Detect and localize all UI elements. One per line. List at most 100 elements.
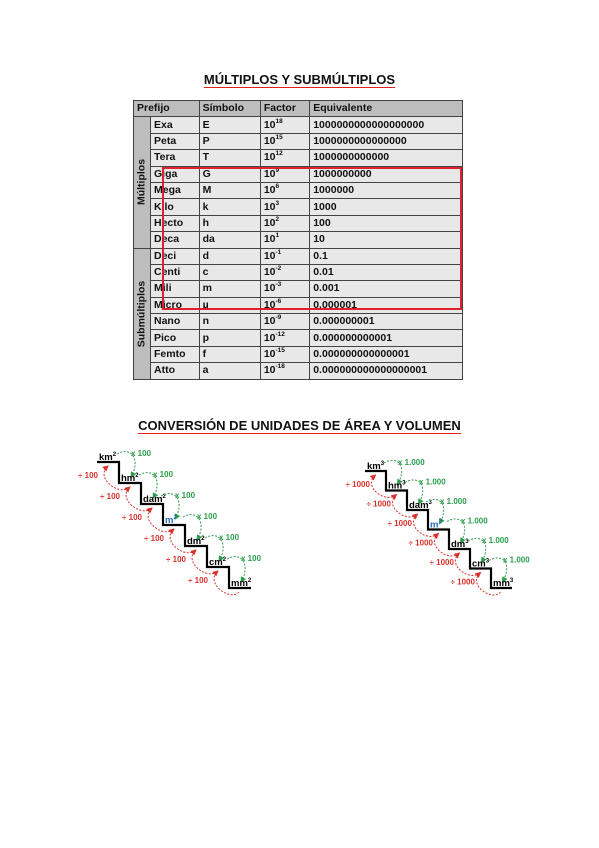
cell-equivalent: 1000000000 <box>309 165 463 183</box>
cell-symbol: c <box>198 263 261 282</box>
unit-label: hm2 <box>121 473 139 484</box>
divide-label: ÷ 100 <box>188 576 209 585</box>
cell-symbol: f <box>198 345 261 364</box>
multiply-label: x 100 <box>219 533 240 542</box>
cell-prefix: Peta <box>150 132 200 151</box>
cell-symbol: h <box>198 214 261 233</box>
cell-factor: 109 <box>259 165 311 183</box>
table-row: Femto f 10-15 0.000000000000001 <box>134 345 463 364</box>
cell-equivalent: 100 <box>309 214 463 233</box>
cell-symbol: m <box>198 280 261 298</box>
multiply-label: x 1.000 <box>503 556 530 565</box>
multiply-arrow <box>116 451 137 478</box>
table-row: Tera T 1012 1000000000000 <box>134 149 463 167</box>
multiply-arrow <box>446 518 466 544</box>
divide-label: ÷ 100 <box>78 471 99 480</box>
cell-equivalent: 0.000000000000001 <box>309 345 463 364</box>
cell-equivalent: 0.1 <box>309 247 463 265</box>
unit-label: km3 <box>367 461 385 472</box>
cell-factor: 1018 <box>259 116 311 134</box>
divide-label: ÷ 1000 <box>388 519 413 528</box>
cell-prefix: Exa <box>150 116 200 134</box>
cell-equivalent: 1000000 <box>309 181 463 200</box>
header-factor: Factor <box>259 99 311 118</box>
table-header-row: Prefijo Símbolo Factor Equivalente <box>133 99 463 118</box>
cell-symbol: d <box>198 247 261 265</box>
cell-symbol: E <box>198 116 261 134</box>
cell-factor: 101 <box>259 231 311 249</box>
divide-label: ÷ 100 <box>100 492 121 501</box>
unit-label: m2 <box>165 515 177 526</box>
cell-equivalent: 0.01 <box>309 263 463 282</box>
multiply-arrow <box>182 514 203 541</box>
multiply-label: x 100 <box>197 512 218 521</box>
title-multiples: MÚLTIPLOS Y SUBMÚLTIPLOS <box>203 72 396 88</box>
multiply-arrow <box>138 472 159 499</box>
unit-label: cm3 <box>472 559 490 570</box>
multiply-arrow <box>204 535 225 562</box>
cell-equivalent: 0.000000000000000001 <box>309 362 463 380</box>
cell-symbol: da <box>198 231 261 249</box>
table-row: Nano n 10-9 0.000000001 <box>134 313 463 331</box>
unit-label: dam2 <box>143 494 167 505</box>
multiply-arrow <box>488 557 508 583</box>
cell-equivalent: 0.001 <box>309 280 463 298</box>
cell-symbol: P <box>198 132 261 151</box>
cell-equivalent: 0.000000001 <box>309 313 463 331</box>
cell-equivalent: 1000 <box>309 198 463 216</box>
cell-symbol: p <box>198 329 261 347</box>
multiply-label: x 100 <box>241 554 262 563</box>
cell-symbol: k <box>198 198 261 216</box>
multiply-label: x 1.000 <box>398 458 425 467</box>
multiply-label: x 1.000 <box>419 478 446 487</box>
cell-prefix: Tera <box>150 149 200 167</box>
unit-label: dm2 <box>187 536 205 547</box>
multiply-label: x 1.000 <box>440 497 467 506</box>
group-submultiplos: Submúltiplos <box>133 247 151 380</box>
title-conversion: CONVERSIÓN DE UNIDADES DE ÁREA Y VOLUMEN <box>138 418 461 434</box>
cell-factor: 10-15 <box>259 345 311 364</box>
cell-factor: 1012 <box>259 149 311 167</box>
cell-factor: 103 <box>259 198 311 216</box>
unit-label: dm3 <box>451 539 469 550</box>
multiply-arrow <box>226 556 247 583</box>
multiply-arrow <box>404 479 424 505</box>
multiply-label: x 1.000 <box>482 536 509 545</box>
divide-label: ÷ 100 <box>144 534 165 543</box>
table-row: Peta P 1015 1000000000000000 <box>134 132 463 151</box>
header-prefijo: Prefijo <box>133 99 200 118</box>
multiply-label: x 100 <box>175 491 196 500</box>
unit-label: hm3 <box>388 481 406 492</box>
cell-prefix: Nano <box>150 313 200 331</box>
header-simbolo: Símbolo <box>198 99 261 118</box>
cell-factor: 10-18 <box>259 362 311 380</box>
divide-label: ÷ 1000 <box>409 539 434 548</box>
unit-label: dam3 <box>409 500 433 511</box>
cell-prefix: Femto <box>150 345 200 364</box>
cell-equivalent: 0.000000000001 <box>309 329 463 347</box>
cell-symbol: a <box>198 362 261 380</box>
divide-label: ÷ 1000 <box>346 480 371 489</box>
unit-label: km2 <box>99 452 117 463</box>
divide-label: ÷ 1000 <box>367 500 392 509</box>
group-multiplos: Múltiplos <box>133 116 151 249</box>
unit-label: mm2 <box>231 578 252 589</box>
divide-label: ÷ 100 <box>122 513 143 522</box>
cell-symbol: n <box>198 313 261 331</box>
multiply-label: x 100 <box>153 470 174 479</box>
cell-factor: 1015 <box>259 132 311 151</box>
divide-label: ÷ 100 <box>166 555 187 564</box>
table-row: Múltiplos Exa E 1018 1000000000000000000 <box>133 116 463 249</box>
cell-equivalent: 1000000000000000 <box>309 132 463 151</box>
volume-steps <box>365 469 512 590</box>
multiply-arrow <box>160 493 181 520</box>
multiply-arrow <box>425 498 445 525</box>
area-steps <box>97 460 251 590</box>
divide-label: ÷ 1000 <box>430 558 455 567</box>
unit-label: cm2 <box>209 557 227 568</box>
table-row: Pico p 10-12 0.000000000001 <box>134 329 463 347</box>
table-row: Atto a 10-18 0.000000000000000001 <box>134 362 463 380</box>
cell-factor: 10-3 <box>259 280 311 298</box>
multiply-arrow <box>467 537 487 564</box>
